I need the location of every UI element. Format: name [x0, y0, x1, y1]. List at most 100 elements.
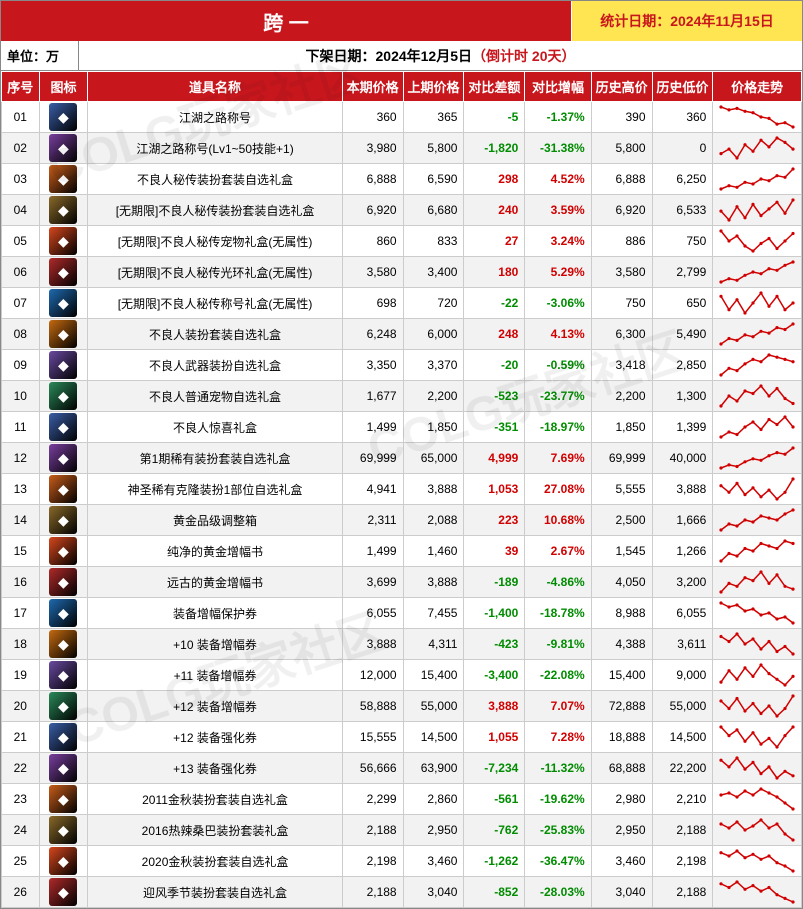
icon-cell: ◆: [39, 536, 88, 567]
offshelf-date: 2024年12月5日: [376, 46, 473, 66]
icon-cell: ◆: [39, 660, 88, 691]
offshelf-info: 下架日期： 2024年12月5日 （倒计时 20天）: [79, 41, 802, 71]
stat-date-value: 2024年11月15日: [670, 11, 774, 31]
diff-cell: -7,234: [464, 753, 525, 784]
lo-cell: 2,210: [652, 784, 713, 815]
trend-cell: [713, 350, 802, 381]
table-row: 15◆纯净的黄金增幅书1,4991,460392.67%1,5451,266: [2, 536, 802, 567]
icon-cell: ◆: [39, 226, 88, 257]
table-row: 09◆不良人武器装扮自选礼盒3,3503,370-20-0.59%3,4182,…: [2, 350, 802, 381]
cur-price-cell: 3,888: [342, 629, 403, 660]
seq-cell: 21: [2, 722, 40, 753]
pct-cell: -18.78%: [525, 598, 591, 629]
name-cell: 2016热辣桑巴装扮套装礼盒: [88, 815, 342, 846]
table-row: 18◆+10 装备增幅券3,8884,311-423-9.81%4,3883,6…: [2, 629, 802, 660]
prev-price-cell: 3,400: [403, 257, 464, 288]
prev-price-cell: 6,000: [403, 319, 464, 350]
hi-cell: 18,888: [591, 722, 652, 753]
pct-cell: 7.07%: [525, 691, 591, 722]
stat-date: 统计日期： 2024年11月15日: [572, 1, 802, 41]
item-icon: ◆: [49, 568, 77, 596]
seq-cell: 07: [2, 288, 40, 319]
hi-cell: 72,888: [591, 691, 652, 722]
pct-cell: -0.59%: [525, 350, 591, 381]
icon-cell: ◆: [39, 846, 88, 877]
diff-cell: -351: [464, 412, 525, 443]
seq-cell: 12: [2, 443, 40, 474]
lo-cell: 0: [652, 133, 713, 164]
table-row: 22◆+13 装备强化券56,66663,900-7,234-11.32%68,…: [2, 753, 802, 784]
prev-price-cell: 1,850: [403, 412, 464, 443]
lo-cell: 6,250: [652, 164, 713, 195]
diff-cell: 1,055: [464, 722, 525, 753]
icon-cell: ◆: [39, 629, 88, 660]
unit-label: 单位：万: [1, 41, 79, 71]
icon-cell: ◆: [39, 288, 88, 319]
diff-cell: 180: [464, 257, 525, 288]
pct-cell: 2.67%: [525, 536, 591, 567]
table-row: 07◆[无期限]不良人秘传称号礼盒(无属性)698720-22-3.06%750…: [2, 288, 802, 319]
hi-cell: 4,388: [591, 629, 652, 660]
hi-cell: 6,888: [591, 164, 652, 195]
icon-cell: ◆: [39, 133, 88, 164]
name-cell: [无期限]不良人秘传光环礼盒(无属性): [88, 257, 342, 288]
table-row: 13◆神圣稀有克隆装扮1部位自选礼盒4,9413,8881,05327.08%5…: [2, 474, 802, 505]
cur-price-cell: 6,248: [342, 319, 403, 350]
table-row: 04◆[无期限]不良人秘传装扮套装自选礼盒6,9206,6802403.59%6…: [2, 195, 802, 226]
prev-price-cell: 2,860: [403, 784, 464, 815]
hi-cell: 3,040: [591, 877, 652, 908]
icon-cell: ◆: [39, 195, 88, 226]
item-icon: ◆: [49, 661, 77, 689]
trend-cell: [713, 877, 802, 908]
cur-price-cell: 2,198: [342, 846, 403, 877]
lo-cell: 6,055: [652, 598, 713, 629]
seq-cell: 19: [2, 660, 40, 691]
cur-price-cell: 360: [342, 102, 403, 133]
item-icon: ◆: [49, 723, 77, 751]
item-icon: ◆: [49, 878, 77, 906]
pct-cell: 7.28%: [525, 722, 591, 753]
hi-cell: 2,200: [591, 381, 652, 412]
lo-cell: 6,533: [652, 195, 713, 226]
prev-price-cell: 7,455: [403, 598, 464, 629]
item-icon: ◆: [49, 258, 77, 286]
diff-cell: 4,999: [464, 443, 525, 474]
trend-cell: [713, 753, 802, 784]
cur-price-cell: 56,666: [342, 753, 403, 784]
seq-cell: 16: [2, 567, 40, 598]
hi-cell: 3,418: [591, 350, 652, 381]
trend-cell: [713, 598, 802, 629]
pct-cell: -18.97%: [525, 412, 591, 443]
hi-cell: 886: [591, 226, 652, 257]
pct-cell: -1.37%: [525, 102, 591, 133]
trend-cell: [713, 257, 802, 288]
hi-cell: 5,555: [591, 474, 652, 505]
table-row: 06◆[无期限]不良人秘传光环礼盒(无属性)3,5803,4001805.29%…: [2, 257, 802, 288]
pct-cell: 3.59%: [525, 195, 591, 226]
countdown: （倒计时 20天）: [472, 46, 575, 66]
diff-cell: 3,888: [464, 691, 525, 722]
prev-price-cell: 3,040: [403, 877, 464, 908]
icon-cell: ◆: [39, 381, 88, 412]
table-row: 10◆不良人普通宠物自选礼盒1,6772,200-523-23.77%2,200…: [2, 381, 802, 412]
prev-price-cell: 6,590: [403, 164, 464, 195]
diff-cell: 248: [464, 319, 525, 350]
hi-cell: 2,980: [591, 784, 652, 815]
col-header-7: 历史高价: [591, 72, 652, 102]
item-icon: ◆: [49, 537, 77, 565]
icon-cell: ◆: [39, 102, 88, 133]
page-title: 跨 一: [1, 1, 572, 41]
hi-cell: 69,999: [591, 443, 652, 474]
prev-price-cell: 2,200: [403, 381, 464, 412]
seq-cell: 25: [2, 846, 40, 877]
lo-cell: 40,000: [652, 443, 713, 474]
trend-cell: [713, 722, 802, 753]
trend-cell: [713, 381, 802, 412]
hi-cell: 8,988: [591, 598, 652, 629]
icon-cell: ◆: [39, 784, 88, 815]
countdown-suffix: ）: [561, 48, 575, 64]
countdown-prefix: （倒计时: [472, 48, 532, 64]
table-row: 20◆+12 装备增幅券58,88855,0003,8887.07%72,888…: [2, 691, 802, 722]
seq-cell: 18: [2, 629, 40, 660]
name-cell: 远古的黄金增幅书: [88, 567, 342, 598]
